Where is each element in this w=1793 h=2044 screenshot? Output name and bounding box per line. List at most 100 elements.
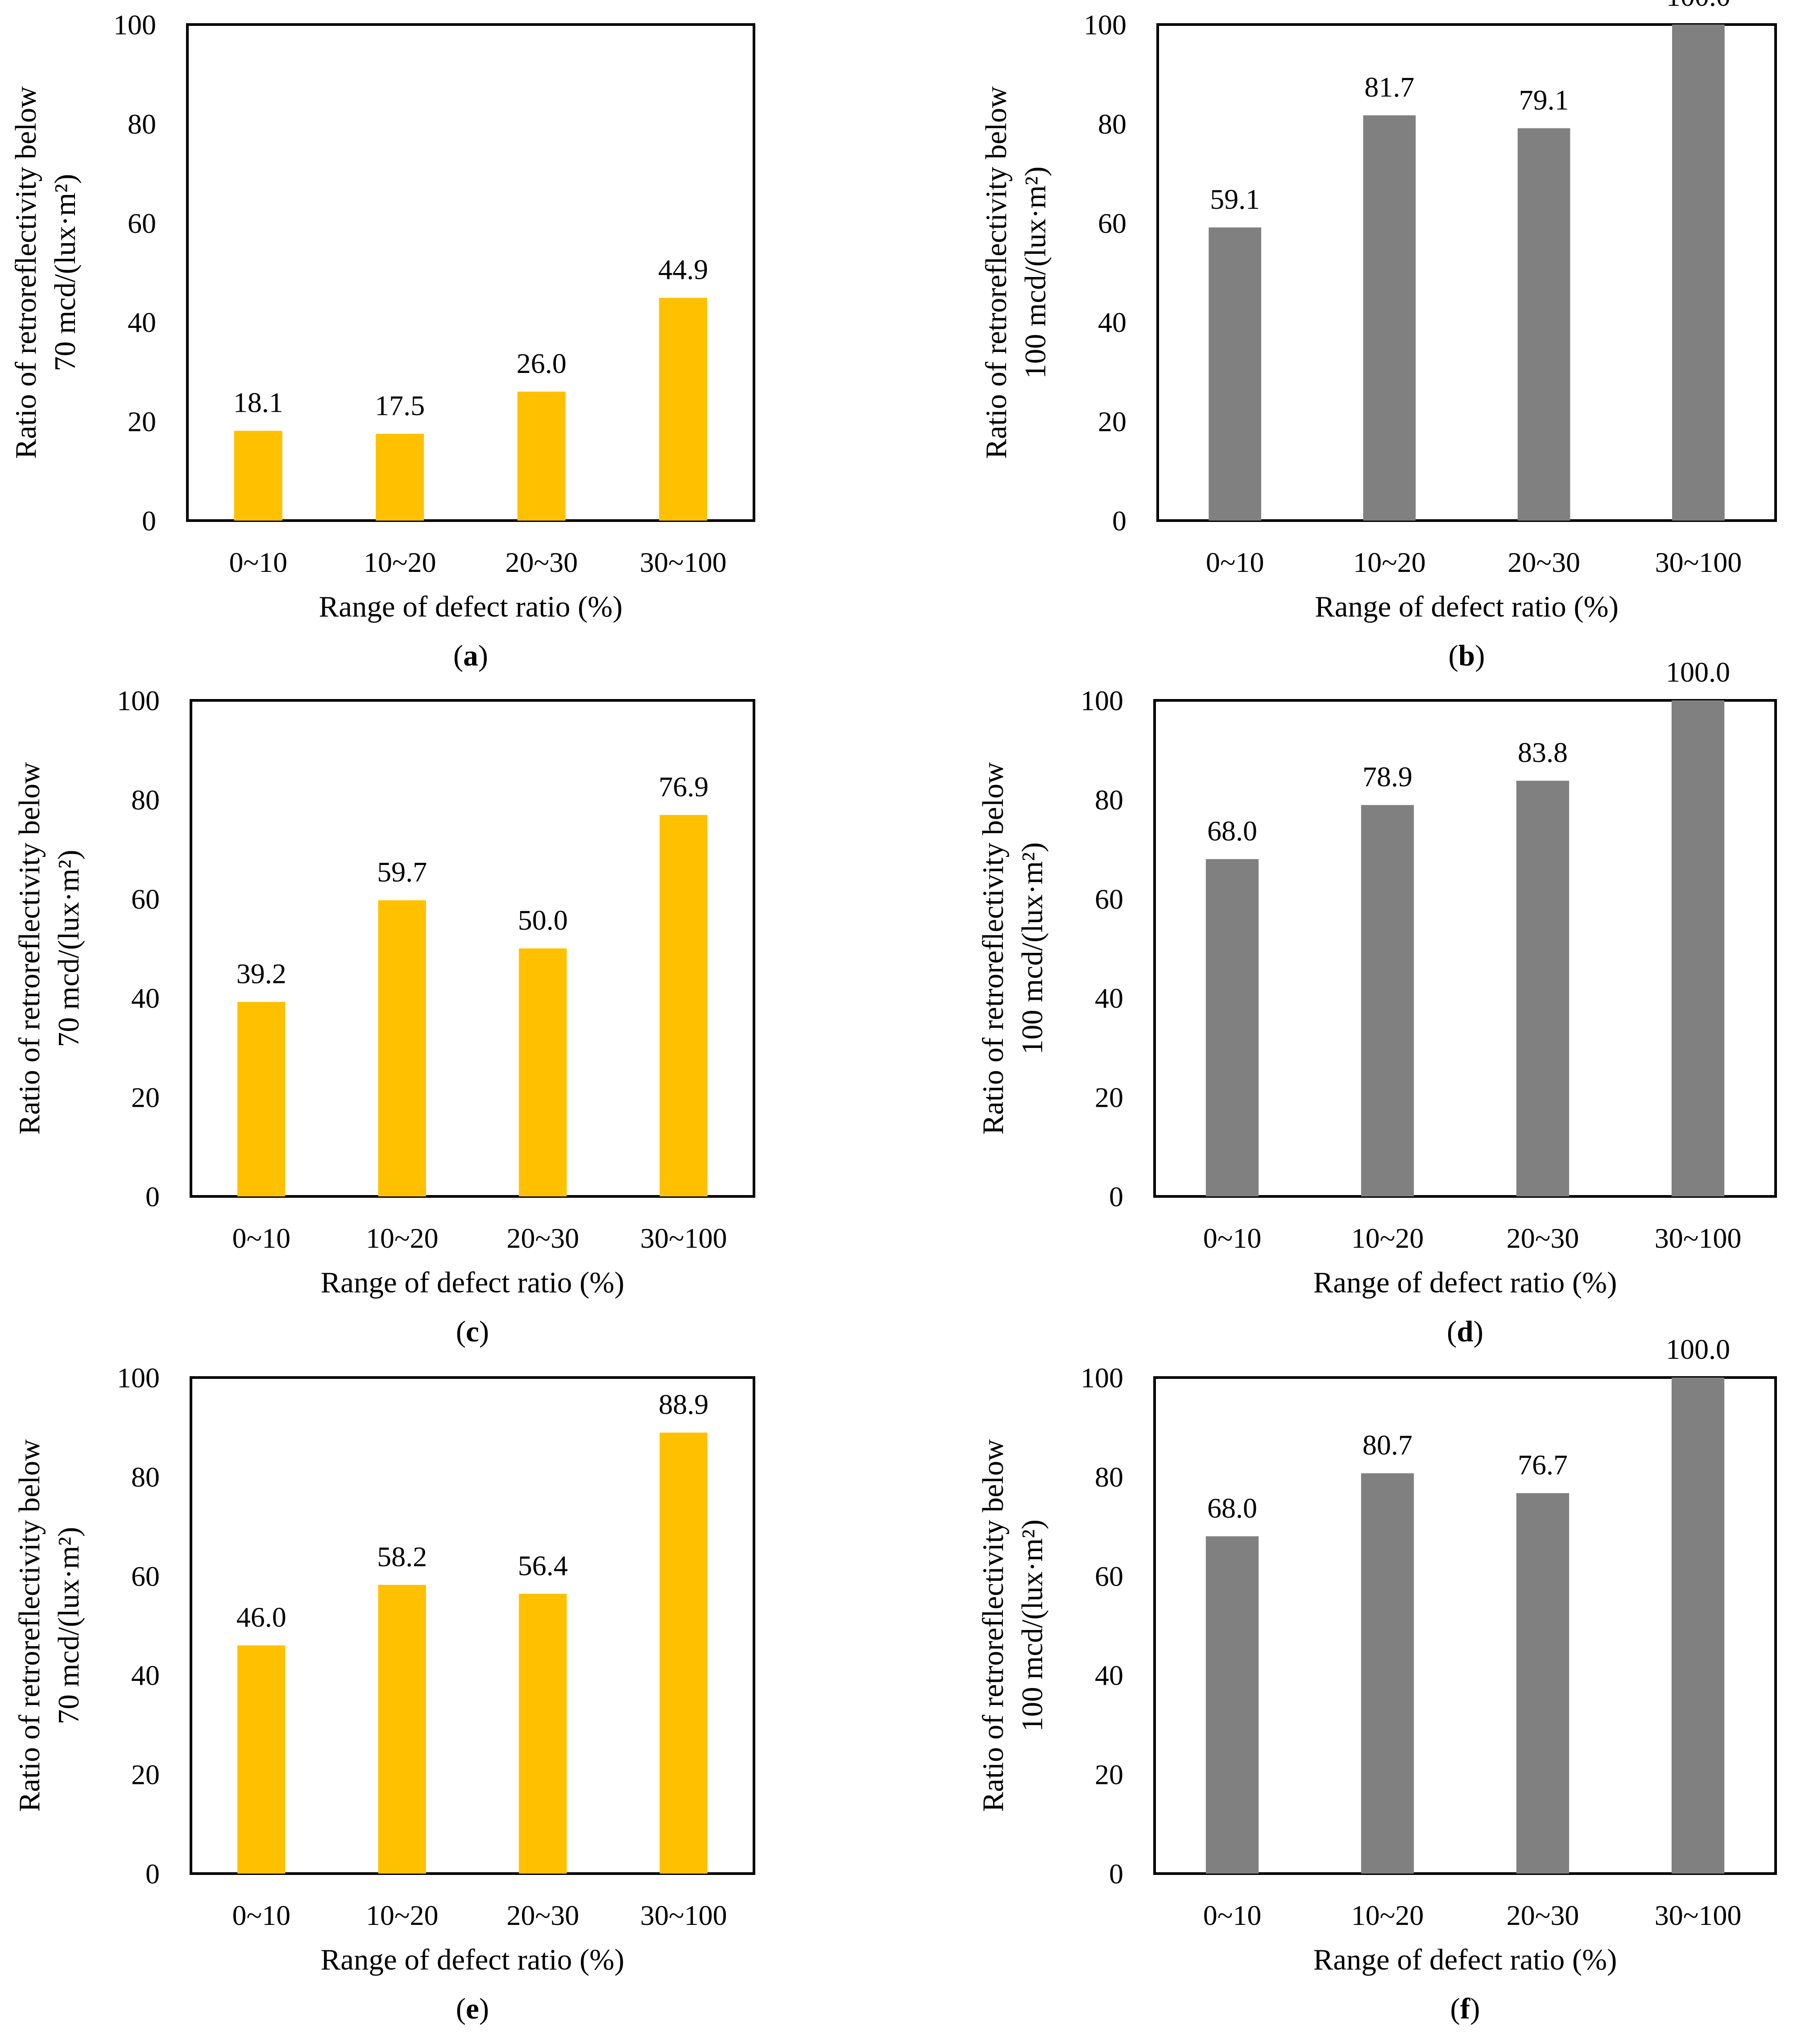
plot-area-frame — [1153, 699, 1777, 1198]
data-label: 100.0 — [1666, 656, 1730, 688]
panel-caption: (b) — [1449, 639, 1485, 672]
y-axis-title-line1: Ratio of retroreflectivity below — [13, 762, 46, 1135]
y-axis-title-line2: 70 mcd/(lux·m²) — [52, 1527, 85, 1724]
y-tick-label: 0 — [1112, 505, 1126, 537]
y-axis-title-line1: Ratio of retroreflectivity below — [977, 1439, 1010, 1812]
panel-caption: (f) — [1450, 1992, 1480, 2025]
x-tick-label: 0~10 — [229, 546, 287, 578]
bar — [1516, 781, 1569, 1196]
data-label: 18.1 — [233, 387, 283, 418]
x-tick-label: 0~10 — [1203, 1899, 1262, 1931]
bar — [659, 298, 708, 521]
y-axis-title-line1: Ratio of retroreflectivity below — [980, 86, 1013, 459]
y-tick-label: 0 — [1109, 1858, 1123, 1890]
x-tick-label: 0~10 — [232, 1899, 290, 1931]
y-tick-label: 60 — [131, 1560, 160, 1592]
y-tick-label: 40 — [131, 982, 160, 1014]
bar — [376, 434, 424, 521]
data-label: 80.7 — [1362, 1429, 1412, 1461]
y-tick-label: 100 — [1084, 9, 1126, 41]
x-tick-label: 30~100 — [1655, 546, 1742, 578]
y-tick-label: 0 — [142, 505, 156, 537]
data-label: 83.8 — [1518, 737, 1568, 768]
plot-area-frame — [186, 23, 755, 522]
data-label: 44.9 — [658, 254, 708, 285]
data-label: 100.0 — [1666, 0, 1731, 12]
data-label: 59.7 — [377, 856, 427, 888]
chart-panel-c: 0 20 40 60 80 100 39.2 0~10 59.7 10~20 50.0 20~30 76… — [13, 685, 755, 1348]
bar — [1671, 1378, 1725, 1874]
x-tick-label: 10~20 — [364, 546, 436, 578]
x-tick-label: 0~10 — [232, 1222, 290, 1254]
y-tick-label: 80 — [131, 1461, 160, 1493]
plot-area-frame — [1156, 23, 1777, 522]
panel-caption: (a) — [453, 639, 488, 672]
y-tick-label: 40 — [1095, 982, 1123, 1014]
plot-area-frame — [190, 1376, 755, 1875]
data-label: 68.0 — [1207, 1492, 1257, 1524]
data-label: 78.9 — [1362, 761, 1412, 793]
plot-area-frame — [190, 699, 755, 1198]
y-axis-title-line2: 100 mcd/(lux·m²) — [1019, 166, 1052, 379]
y-tick-label: 20 — [1098, 406, 1126, 438]
y-tick-label: 100 — [117, 685, 160, 716]
x-tick-label: 10~20 — [366, 1899, 439, 1931]
data-label: 76.7 — [1518, 1449, 1568, 1481]
data-label: 76.9 — [658, 771, 708, 803]
plot-area-frame — [1153, 1376, 1777, 1875]
y-axis-title-line1: Ratio of retroreflectivity below — [977, 762, 1010, 1135]
y-tick-label: 20 — [1095, 1759, 1123, 1791]
x-tick-label: 30~100 — [1655, 1899, 1742, 1931]
y-tick-label: 40 — [128, 306, 156, 338]
y-tick-label: 80 — [1098, 108, 1126, 140]
x-axis-title: Range of defect ratio (%) — [1313, 1943, 1617, 1976]
bar — [659, 1432, 708, 1874]
y-tick-label: 0 — [1109, 1181, 1123, 1212]
bar — [659, 815, 708, 1196]
chart-panel-e: 0 20 40 60 80 100 46.0 0~10 58.2 10~20 56.4 20~30 88… — [13, 1362, 755, 2025]
y-tick-label: 40 — [1095, 1659, 1123, 1691]
x-axis-title: Range of defect ratio (%) — [1313, 1266, 1617, 1299]
x-tick-label: 30~100 — [640, 1899, 727, 1931]
x-tick-label: 0~10 — [1203, 1222, 1262, 1254]
y-tick-label: 60 — [1098, 207, 1126, 239]
bar — [1209, 227, 1261, 521]
bar — [234, 430, 282, 521]
data-label: 39.2 — [236, 958, 286, 989]
x-tick-label: 20~30 — [1507, 1899, 1579, 1931]
bar — [1361, 1473, 1414, 1874]
chart-panel-b: 0 20 40 60 80 100 59.1 0~10 81.7 10~20 79.1 20~30 10… — [980, 0, 1777, 672]
x-tick-label: 10~20 — [366, 1222, 439, 1254]
bar — [1205, 1536, 1259, 1874]
data-label: 88.9 — [658, 1388, 708, 1420]
y-tick-label: 20 — [131, 1759, 160, 1791]
y-axis-title-line2: 70 mcd/(lux·m²) — [49, 174, 82, 371]
x-axis-title: Range of defect ratio (%) — [319, 590, 623, 623]
y-tick-label: 100 — [113, 9, 156, 41]
y-axis-title-line1: Ratio of retroreflectivity below — [9, 86, 42, 459]
bar — [1671, 700, 1725, 1196]
bar — [1361, 805, 1414, 1196]
y-tick-label: 80 — [128, 108, 156, 140]
data-label: 81.7 — [1364, 71, 1414, 103]
chart-panel-d: 0 20 40 60 80 100 68.0 0~10 78.9 10~20 83.8 20~30 10… — [977, 656, 1777, 1348]
y-tick-label: 20 — [128, 406, 156, 438]
y-tick-label: 20 — [1095, 1082, 1123, 1113]
data-label: 46.0 — [236, 1601, 286, 1633]
y-tick-label: 20 — [131, 1082, 160, 1113]
x-tick-label: 20~30 — [506, 1899, 579, 1931]
x-axis-title: Range of defect ratio (%) — [321, 1943, 625, 1976]
bar — [378, 1585, 426, 1874]
y-tick-label: 0 — [145, 1181, 160, 1212]
x-tick-label: 20~30 — [505, 546, 578, 578]
x-axis-title: Range of defect ratio (%) — [321, 1266, 625, 1299]
bar — [519, 1593, 567, 1874]
y-axis-title-line1: Ratio of retroreflectivity below — [13, 1439, 46, 1812]
y-tick-label: 100 — [1081, 685, 1123, 716]
x-tick-label: 30~100 — [640, 546, 727, 578]
x-tick-label: 10~20 — [1351, 1899, 1424, 1931]
x-tick-label: 20~30 — [506, 1222, 579, 1254]
data-label: 50.0 — [518, 904, 568, 936]
chart-panel-f: 0 20 40 60 80 100 68.0 0~10 80.7 10~20 76.7 20~30 10… — [977, 1333, 1777, 2025]
